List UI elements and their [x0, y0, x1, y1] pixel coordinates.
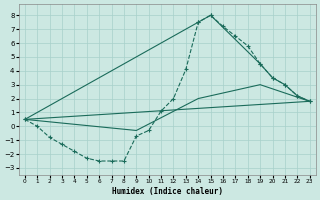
- X-axis label: Humidex (Indice chaleur): Humidex (Indice chaleur): [112, 187, 223, 196]
